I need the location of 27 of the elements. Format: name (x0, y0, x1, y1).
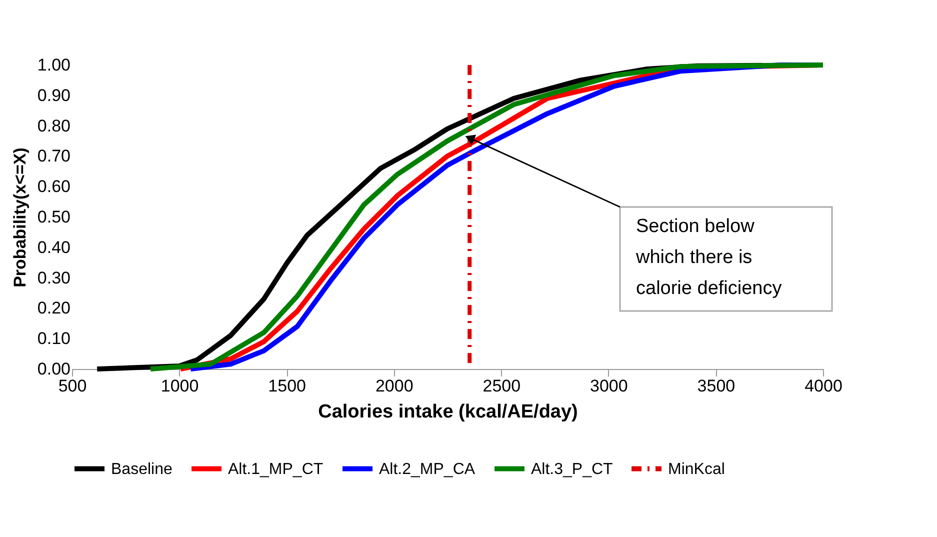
x-axis-title: Calories intake (kcal/AE/day) (318, 402, 578, 422)
x-tick-label: 2500 (482, 376, 521, 396)
y-tick-label: 0.20 (37, 298, 70, 318)
y-tick-label: 0.00 (37, 360, 70, 378)
legend-label: Baseline (111, 460, 172, 478)
legend-label: Alt.2_MP_CA (379, 460, 476, 478)
y-tick-label: 0.40 (37, 238, 70, 257)
y-tick-label: 0.30 (37, 268, 70, 288)
y-tick-label: 0.70 (37, 146, 70, 166)
x-tick-label: 3000 (590, 376, 628, 396)
x-tick-label: 500 (58, 376, 87, 396)
annotation: Section below which there is calorie deficiency (635, 216, 782, 299)
y-tick-label: 0.60 (37, 177, 70, 196)
legend-label: Alt.1_MP_CT (228, 460, 324, 478)
y-tick-label: 0.10 (37, 329, 70, 348)
x-tick-label: 3500 (697, 376, 736, 396)
y-tick-label: 0.50 (37, 208, 70, 226)
x-tick-label: 2000 (375, 376, 414, 396)
y-tick-label: 1.00 (37, 56, 70, 74)
x-tick-label: 1500 (268, 376, 306, 396)
y-tick-label: 0.90 (37, 86, 70, 105)
legend-label: MinKcal (668, 460, 725, 478)
y-axis-title: Probability(x<=X) (10, 148, 30, 288)
y-tick-label: 0.80 (37, 116, 70, 136)
legend-label: Alt.3_P_CT (531, 460, 614, 478)
x-tick-label: 1000 (160, 376, 199, 396)
x-tick-label: 4000 (804, 376, 842, 396)
